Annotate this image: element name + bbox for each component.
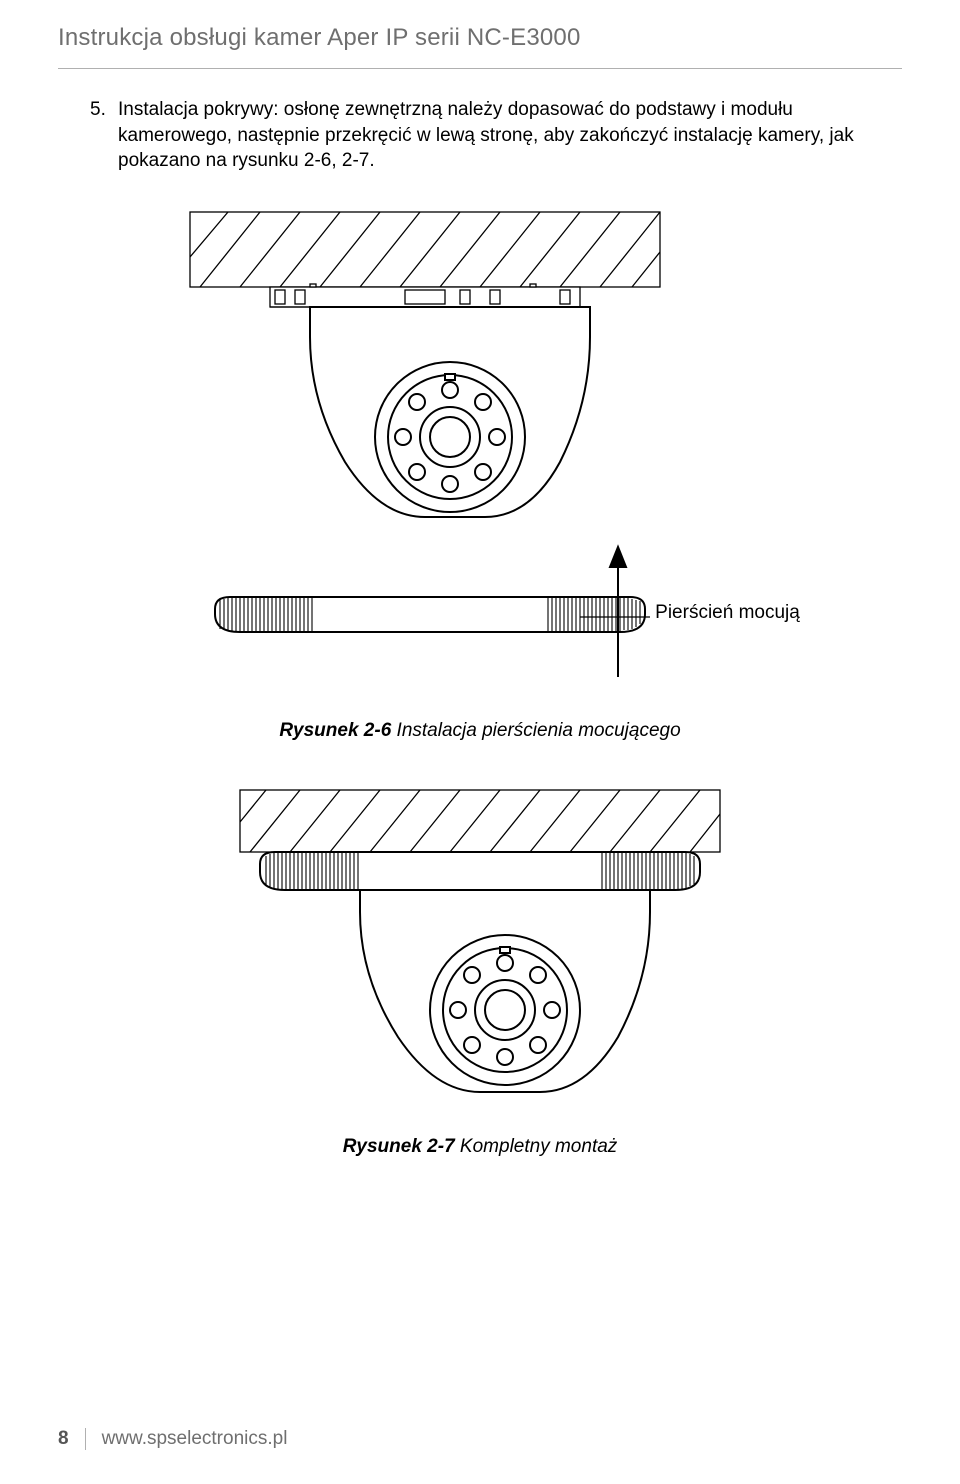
step-item: 5. Instalacja pokrywy: osłonę zewnętrzną… [90,97,870,174]
figure-2-7-caption: Rysunek 2-7 Kompletny montaż [90,1136,870,1158]
header-title: Instrukcja obsługi kamer Aper IP serii N… [58,24,960,52]
step-number: 5. [90,97,118,174]
figure-2-6-svg: Pierścień mocujący [160,202,800,702]
step-text: Instalacja pokrywy: osłonę zewnętrzną na… [118,97,870,174]
page-footer: 8 www.spselectronics.pl [58,1428,287,1450]
page-number: 8 [58,1428,69,1450]
figure-2-6-caption: Rysunek 2-6 Instalacja pierścienia mocuj… [90,720,870,742]
footer-url: www.spselectronics.pl [102,1428,288,1450]
caption-number: Rysunek 2-6 [279,720,391,741]
caption-text: Kompletny montaż [455,1136,618,1157]
page-header: Instrukcja obsługi kamer Aper IP serii N… [0,0,960,58]
figure-annotation: Pierścień mocujący [652,602,800,624]
footer-separator [85,1428,86,1450]
figure-2-7-svg [220,782,740,1122]
figure-2-7: Rysunek 2-7 Kompletny montaż [90,782,870,1158]
caption-number: Rysunek 2-7 [343,1136,455,1157]
content-area: 5. Instalacja pokrywy: osłonę zewnętrzną… [0,69,960,1158]
figure-2-6: Pierścień mocujący Rysunek 2-6 Instalacj… [90,202,870,742]
caption-text: Instalacja pierścienia mocującego [391,720,680,741]
